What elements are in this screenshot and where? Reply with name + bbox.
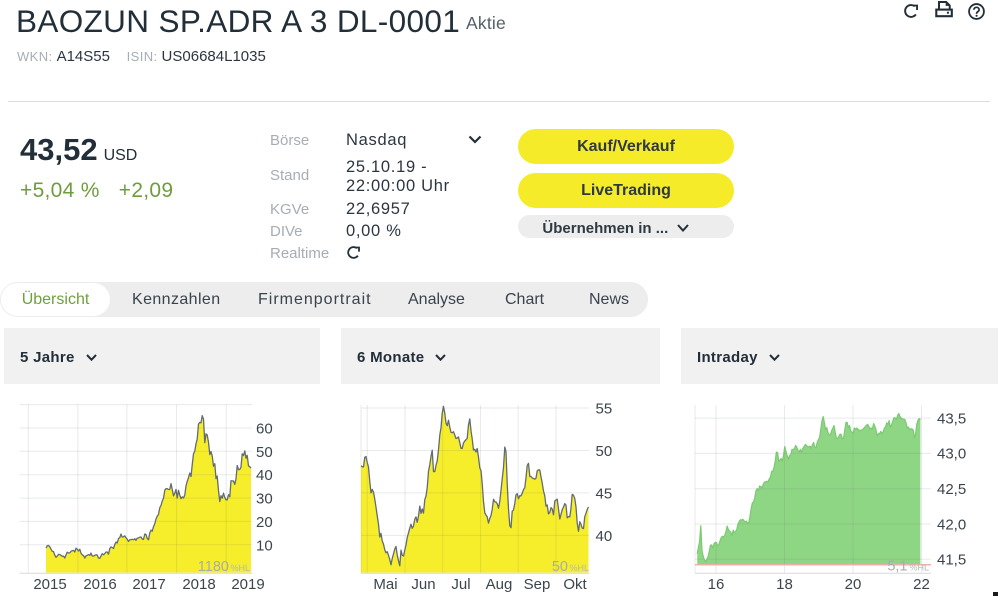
svg-text:16: 16	[708, 576, 725, 593]
svg-text:Aug: Aug	[486, 576, 513, 593]
svg-text:Okt: Okt	[563, 576, 587, 593]
svg-text:55: 55	[596, 401, 613, 418]
svg-text:40: 40	[256, 467, 273, 484]
svg-text:45: 45	[596, 485, 613, 502]
svg-text:20: 20	[845, 576, 862, 593]
svg-text:2017: 2017	[132, 576, 165, 593]
svg-text:2018: 2018	[182, 576, 215, 593]
svg-text:42,5: 42,5	[937, 481, 966, 498]
svg-text:Jun: Jun	[411, 576, 435, 593]
svg-text:50: 50	[256, 444, 273, 461]
svg-text:42,0: 42,0	[937, 516, 966, 533]
svg-text:2019: 2019	[231, 576, 264, 593]
svg-text:20: 20	[256, 514, 273, 531]
svg-text:43,5: 43,5	[937, 410, 966, 427]
svg-text:Mai: Mai	[373, 576, 397, 593]
svg-text:Sep: Sep	[524, 576, 551, 593]
svg-text:18: 18	[776, 576, 793, 593]
svg-text:22: 22	[913, 576, 930, 593]
svg-text:30: 30	[256, 491, 273, 508]
svg-text:50%HL: 50 %HL	[552, 559, 589, 575]
svg-text:50: 50	[596, 443, 613, 460]
svg-text:41,5: 41,5	[937, 552, 966, 569]
svg-text:40: 40	[596, 528, 613, 545]
svg-text:2015: 2015	[33, 576, 66, 593]
svg-text:43,0: 43,0	[937, 446, 966, 463]
svg-text:10: 10	[256, 537, 273, 554]
svg-text:1180%HL: 1180 %HL	[198, 559, 250, 575]
svg-text:Jul: Jul	[451, 576, 470, 593]
svg-text:60: 60	[256, 421, 273, 438]
svg-text:2016: 2016	[83, 576, 116, 593]
